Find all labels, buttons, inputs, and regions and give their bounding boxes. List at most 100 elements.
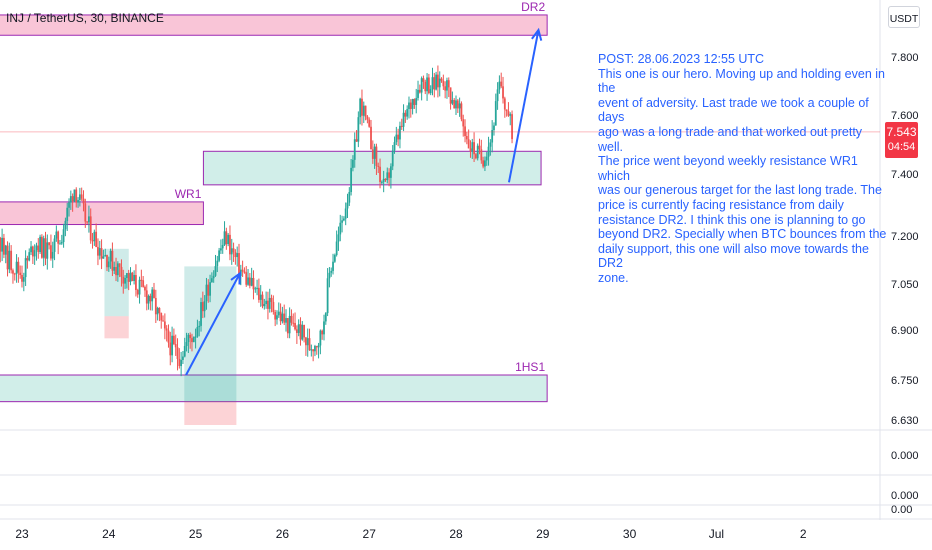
candle-body — [417, 89, 419, 98]
candle-body — [323, 321, 325, 335]
candle-body — [328, 272, 331, 279]
candle-body — [424, 81, 427, 92]
zone-label: WR1 — [175, 187, 202, 201]
candle-body — [388, 172, 390, 178]
candle-body — [491, 130, 494, 143]
candle-body — [415, 97, 418, 105]
candle-body — [453, 99, 456, 109]
x-tick-label: 26 — [276, 527, 290, 541]
candle-body — [180, 359, 183, 367]
candle-body — [373, 146, 376, 159]
y-tick-label: 6.630 — [891, 415, 919, 427]
candle-body — [295, 329, 298, 333]
candle-body — [125, 273, 128, 278]
candle-body — [189, 334, 192, 339]
last-price-value: 7.543 — [886, 125, 917, 139]
candle-body — [256, 287, 258, 289]
candle-body — [433, 77, 436, 90]
candle-body — [429, 89, 432, 94]
candle-body — [274, 311, 277, 320]
candle-body — [21, 275, 23, 282]
candle-body — [203, 301, 206, 312]
candle-body — [502, 86, 504, 99]
candle-body — [449, 87, 452, 104]
candle-body — [456, 100, 459, 109]
candle-body — [198, 325, 201, 328]
candle-body — [267, 300, 269, 309]
candle-body — [216, 260, 219, 267]
candle-body — [386, 172, 389, 181]
candle-body — [337, 234, 340, 242]
candle-body — [489, 142, 492, 147]
candle-body — [129, 272, 132, 282]
candle-body — [301, 324, 304, 340]
x-tick-label: 30 — [623, 527, 637, 541]
candle-body — [192, 337, 195, 343]
candle-body — [272, 301, 275, 312]
candle-body — [487, 146, 490, 157]
candle-body — [400, 125, 403, 127]
candle-body — [171, 335, 173, 356]
candle-body — [62, 229, 65, 243]
note-line: This one is our hero. Moving up and hold… — [598, 66, 885, 96]
x-tick-label: Jul — [709, 527, 724, 541]
candle-body — [13, 273, 16, 275]
candle-body — [359, 98, 362, 118]
candle-body — [330, 270, 333, 273]
candle-body — [379, 166, 381, 182]
candle-body — [366, 116, 369, 120]
candle-body — [53, 238, 56, 252]
x-tick-label: 2 — [800, 527, 807, 541]
candle-body — [227, 234, 230, 245]
note-line: price is currently facing resistance fro… — [598, 197, 844, 212]
candle-body — [93, 231, 96, 242]
candle-body — [66, 207, 69, 221]
candle-body — [44, 238, 47, 259]
candle-body — [210, 278, 213, 283]
candle-body — [178, 358, 181, 367]
x-tick-label: 28 — [449, 527, 463, 541]
candle-body — [238, 253, 240, 276]
candle-body — [399, 125, 401, 140]
zones-layer: DR2 WR1 1HS1 — [0, 0, 548, 403]
candle-body — [22, 277, 25, 282]
candle-body — [107, 261, 110, 268]
candle-body — [30, 246, 32, 253]
candle-body — [248, 277, 251, 286]
candle-body — [26, 258, 29, 261]
currency-selector[interactable]: USDT — [888, 6, 920, 28]
last-price-badge: 7.543 04:54 — [885, 122, 918, 158]
candle-body — [229, 234, 231, 255]
candle-body — [3, 237, 5, 255]
candle-body — [144, 286, 146, 291]
candle-body — [0, 237, 2, 252]
candle-body — [395, 134, 398, 143]
note-line: zone. — [598, 270, 629, 285]
symbol-title[interactable]: INJ / TetherUS, 30, BINANCE — [6, 11, 164, 25]
candle-body — [362, 105, 365, 116]
candle-body — [276, 315, 278, 320]
candle-body — [341, 220, 343, 223]
candle-body — [498, 81, 501, 90]
candle-body — [324, 313, 327, 322]
candle-body — [218, 250, 221, 261]
candle-body — [319, 330, 322, 346]
y-tick-label: 7.050 — [891, 279, 919, 291]
arrows-layer — [0, 27, 880, 376]
candle-body — [140, 279, 143, 281]
candle-body — [252, 277, 255, 290]
trade-stop-zone — [184, 401, 237, 425]
candle-body — [277, 311, 280, 316]
currency-label: USDT — [889, 13, 919, 25]
note-line: was our generous target for the last lon… — [598, 183, 882, 198]
candle-body — [265, 300, 268, 305]
candle-body — [31, 246, 34, 257]
candle-body — [404, 112, 407, 117]
candle-body — [33, 250, 36, 257]
candle-body — [154, 298, 157, 315]
note-line: ago was a long trade and that worked out… — [598, 124, 863, 154]
note-line: The price went beyond weekly resistance … — [598, 154, 858, 183]
candle-body — [24, 258, 27, 278]
candle-body — [209, 282, 211, 296]
